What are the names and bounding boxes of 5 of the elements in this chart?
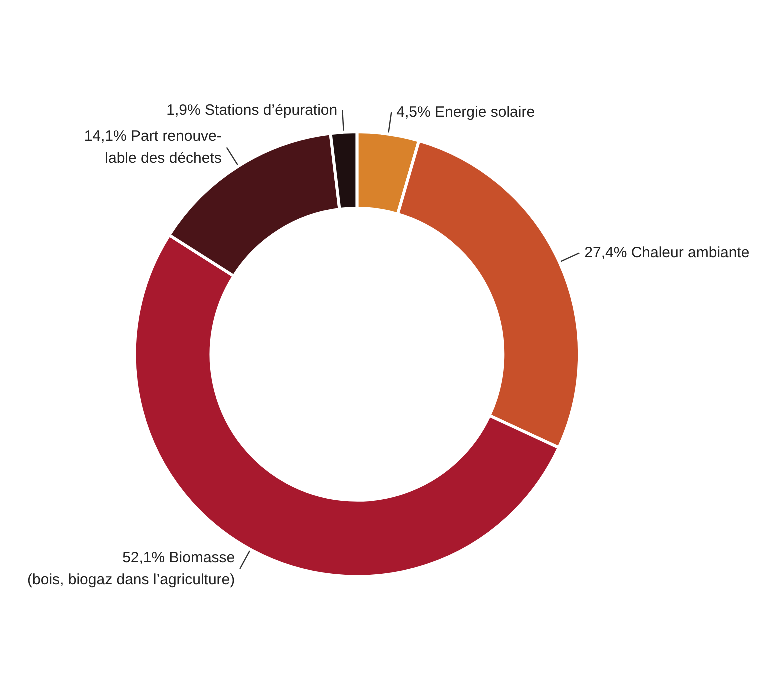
slice-label: 27,4% Chaleur ambiante [584,244,750,262]
slice-label: 4,5% Energie solaire [396,104,536,121]
slice-label: 1,9% Stations d’épuration [166,102,338,119]
slice-label: 52,1% Biomasse (bois, biogaz dans l’agriculture) [28,549,236,588]
slice-label: 14,1% Part renouve- lable des déchets [84,128,222,168]
